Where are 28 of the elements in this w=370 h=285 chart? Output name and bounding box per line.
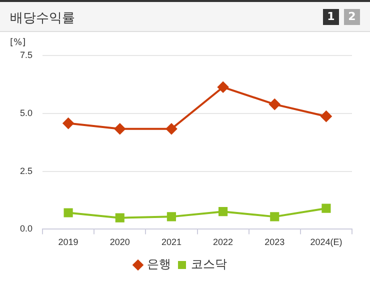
legend-label: 코스닥 bbox=[191, 257, 227, 272]
point bbox=[269, 98, 280, 110]
point bbox=[166, 123, 177, 134]
x-tick-label: 2019 bbox=[58, 237, 78, 248]
chart-title: 배당수익률 bbox=[10, 10, 75, 27]
point bbox=[320, 110, 332, 122]
point bbox=[166, 212, 176, 222]
x-tick-label: 2022 bbox=[213, 237, 234, 248]
point bbox=[114, 123, 126, 134]
point bbox=[62, 118, 74, 129]
point bbox=[64, 208, 73, 218]
point bbox=[218, 207, 228, 216]
y-tick-label: 0.0 bbox=[20, 224, 33, 234]
x-tick-label: 2021 bbox=[161, 237, 182, 248]
y-tick-label: 7.5 bbox=[20, 50, 33, 60]
x-tick-label: 2020 bbox=[110, 237, 130, 248]
x-tick-label: 2023 bbox=[264, 237, 285, 248]
point bbox=[270, 212, 280, 222]
y-tick-label: 2.5 bbox=[20, 166, 33, 176]
point bbox=[115, 213, 124, 222]
text: 2 bbox=[344, 9, 360, 25]
y-axis-title: [%] bbox=[10, 38, 26, 48]
legend-label: 은행 bbox=[147, 257, 171, 272]
text: 1 bbox=[323, 9, 339, 25]
point bbox=[218, 82, 229, 93]
y-tick-label: 5.0 bbox=[20, 108, 33, 118]
x-tick-label: 2024(E) bbox=[310, 237, 342, 248]
point bbox=[322, 204, 331, 213]
